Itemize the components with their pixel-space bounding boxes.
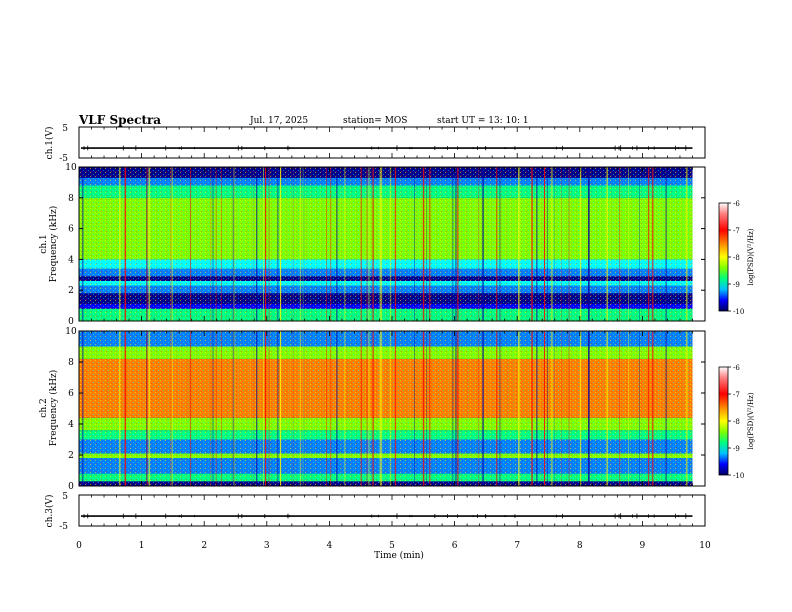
xtick-label: 2 <box>201 541 207 551</box>
ch2-spectrogram-image <box>79 331 693 486</box>
ch1-channel-label: ch.1 <box>39 234 49 253</box>
colorbar-tick-label: -7 <box>733 391 740 399</box>
xtick-label: 10 <box>699 541 711 551</box>
xtick-label: 0 <box>76 541 82 551</box>
colorbar-label: log(PSD)(V²/Hz) <box>747 392 755 449</box>
colorbar-tick-label: -9 <box>733 281 740 289</box>
xtick-label: 9 <box>640 541 646 551</box>
spectrogram-texture <box>79 167 693 321</box>
ch3-ytick-top: 5 <box>62 492 68 502</box>
xtick-label: 3 <box>264 541 270 551</box>
ch1-waveform-panel: 5 -5 ch.1(V) <box>44 124 706 164</box>
xtick-label: 6 <box>452 541 458 551</box>
colorbar-tick-label: -8 <box>733 418 740 426</box>
ch2-spectrogram-panel: 0 2 4 6 8 10 ch.2 Frequency (kHz) -6 -7 -8 -9 -10… <box>39 327 755 492</box>
ch2-frequency-label: Frequency (kHz) <box>48 370 59 447</box>
xtick-label: 8 <box>577 541 583 551</box>
date-label: Jul. 17, 2025 <box>249 116 308 126</box>
ch1-spectrogram-yticks: 0 2 4 6 8 10 <box>65 163 705 327</box>
ytick-label: 0 <box>68 317 74 327</box>
ch2-spectrogram-yticks: 0 2 4 6 8 10 <box>65 327 705 492</box>
ytick-label: 2 <box>68 286 74 296</box>
ch2-colorbar: -6 -7 -8 -9 -10 log(PSD)(V²/Hz) <box>718 364 755 480</box>
time-axis: 0 1 2 3 4 5 6 7 8 9 10 <box>76 127 711 551</box>
xtick-label: 4 <box>327 541 333 551</box>
colorbar-label: log(PSD)(V²/Hz) <box>747 228 755 285</box>
ch1-waveform-ylabel: ch.1(V) <box>44 127 55 160</box>
ch2-channel-label: ch.2 <box>39 398 49 417</box>
ytick-label: 0 <box>68 482 74 492</box>
colorbar-tick-label: -10 <box>733 308 744 316</box>
ytick-label: 8 <box>68 194 74 204</box>
colorbar-tick-label: -6 <box>733 200 740 208</box>
colorbar-tick-label: -9 <box>733 445 740 453</box>
ch3-waveform-ylabel: ch.3(V) <box>44 495 55 528</box>
ch1-waveform-frame <box>78 126 706 159</box>
colorbar-tick-label: -7 <box>733 227 740 235</box>
colorbar-scale <box>718 366 729 476</box>
xtick-label: 1 <box>139 541 145 551</box>
ch1-ytick-bottom: -5 <box>59 154 68 164</box>
ch1-colorbar: -6 -7 -8 -9 -10 log(PSD)(V²/Hz) <box>718 200 755 316</box>
colorbar-tick-label: -6 <box>733 364 740 372</box>
ch1-frequency-label: Frequency (kHz) <box>48 206 59 283</box>
ytick-label: 4 <box>68 255 74 265</box>
ytick-label: 10 <box>65 327 77 337</box>
ch1-spectrogram-image <box>79 167 693 321</box>
start-ut-label: start UT = 13: 10: 1 <box>437 116 529 126</box>
ytick-label: 8 <box>68 358 74 368</box>
x-axis-label: Time (min) <box>374 550 424 561</box>
colorbar-scale <box>718 202 729 312</box>
ch3-ytick-bottom: -5 <box>59 522 68 532</box>
ch3-waveform-panel: 5 -5 ch.3(V) <box>44 492 706 532</box>
ch1-spectrogram-panel: 0 2 4 6 8 10 ch.1 Frequency (kHz) -6 -7 -8 -9 -10… <box>39 163 755 327</box>
xtick-label: 7 <box>514 541 520 551</box>
ch1-waveform-trace <box>81 145 693 152</box>
ch3-waveform-frame <box>78 494 706 527</box>
spectrogram-texture <box>79 331 693 486</box>
colorbar-tick-label: -8 <box>733 254 740 262</box>
station-label: station= MOS <box>343 116 407 126</box>
ytick-label: 10 <box>65 163 77 173</box>
ch1-ytick-top: 5 <box>62 124 68 134</box>
colorbar-tick-label: -10 <box>733 472 744 480</box>
ytick-label: 4 <box>68 420 74 430</box>
ch3-waveform-trace <box>81 513 693 520</box>
ytick-label: 6 <box>68 389 74 399</box>
ytick-label: 2 <box>68 451 74 461</box>
ytick-label: 6 <box>68 225 74 235</box>
figure-title: VLF Spectra <box>78 113 161 127</box>
xtick-label: 5 <box>389 541 395 551</box>
